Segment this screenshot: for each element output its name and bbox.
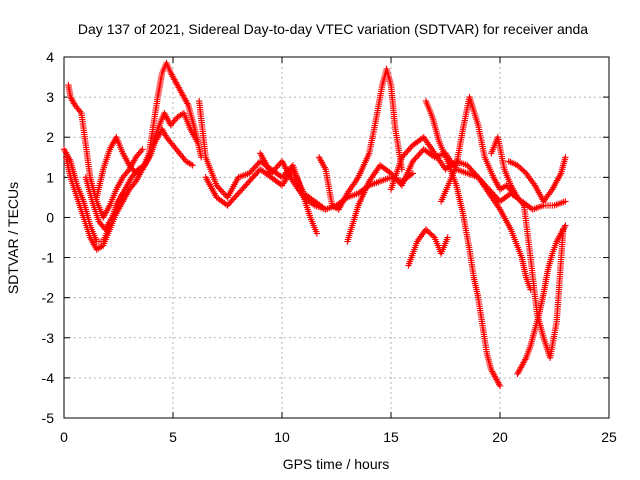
series-track-8 (257, 150, 321, 237)
x-tick-label: 0 (60, 429, 68, 445)
axis-ticks: 0 5 10 15 20 25 -5 -4 -3 -2 -1 0 1 2 3 4 (42, 49, 617, 445)
x-tick-label: 20 (492, 429, 508, 445)
data-points (60, 59, 569, 390)
data-point-markers (60, 146, 127, 245)
y-tick-label: 2 (46, 129, 54, 145)
x-tick-label: 10 (274, 429, 290, 445)
data-point-markers (505, 154, 569, 205)
series-track-12 (405, 226, 451, 269)
series-track-4 (93, 59, 205, 201)
data-point-markers (93, 59, 205, 201)
data-point-markers (422, 97, 504, 390)
y-tick-label: -2 (42, 290, 55, 306)
data-point-markers (387, 134, 534, 293)
x-tick-label: 5 (169, 429, 177, 445)
y-axis-label: SDTVAR / TECUs (5, 182, 21, 294)
series-track-11 (387, 134, 534, 293)
series-track-13 (422, 97, 504, 390)
y-tick-label: -3 (42, 330, 55, 346)
data-point-markers (405, 226, 451, 269)
y-tick-label: 4 (46, 49, 54, 65)
data-point-markers (315, 65, 406, 213)
y-tick-label: 1 (46, 169, 54, 185)
series-track-14 (437, 93, 517, 205)
x-axis-label: GPS time / hours (283, 456, 390, 472)
y-tick-label: 3 (46, 89, 54, 105)
data-point-markers (514, 222, 569, 378)
plot-frame (63, 56, 610, 419)
series-track-17 (514, 222, 569, 378)
y-tick-label: -4 (42, 370, 55, 386)
y-tick-label: 0 (46, 209, 54, 225)
x-tick-label: 25 (601, 429, 617, 445)
y-tick-label: -1 (42, 250, 55, 266)
series-track-5 (60, 146, 127, 245)
series-track-9 (315, 65, 406, 213)
x-tick-label: 15 (383, 429, 399, 445)
series-track-16 (505, 154, 569, 205)
data-point-markers (257, 150, 321, 237)
y-tick-label: -5 (42, 410, 55, 426)
chart-title: Day 137 of 2021, Sidereal Day-to-day VTE… (78, 21, 588, 37)
data-point-markers (437, 93, 517, 205)
